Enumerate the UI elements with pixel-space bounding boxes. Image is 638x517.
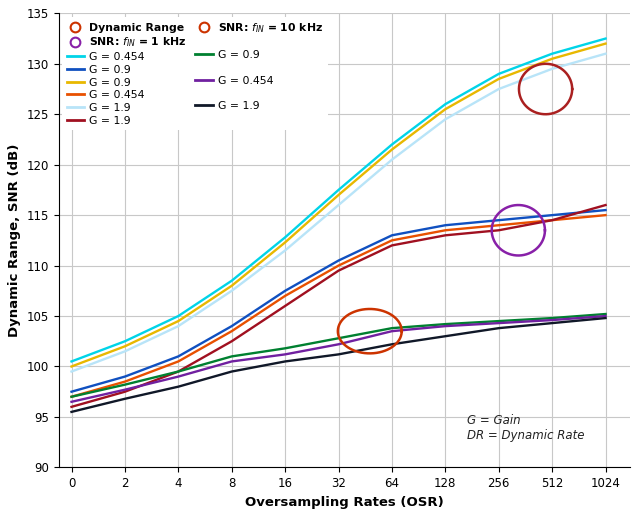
Y-axis label: Dynamic Range, SNR (dB): Dynamic Range, SNR (dB) [8,144,21,337]
Text: G = Gain
DR = Dynamic Rate: G = Gain DR = Dynamic Rate [467,414,584,442]
X-axis label: Oversampling Rates (OSR): Oversampling Rates (OSR) [245,496,443,509]
Legend: Dynamic Range, SNR: $f_{IN}$ = 1 kHz, G = 0.454, G = 0.9, G = 0.9, G = 0.454, G : Dynamic Range, SNR: $f_{IN}$ = 1 kHz, G … [63,17,328,130]
